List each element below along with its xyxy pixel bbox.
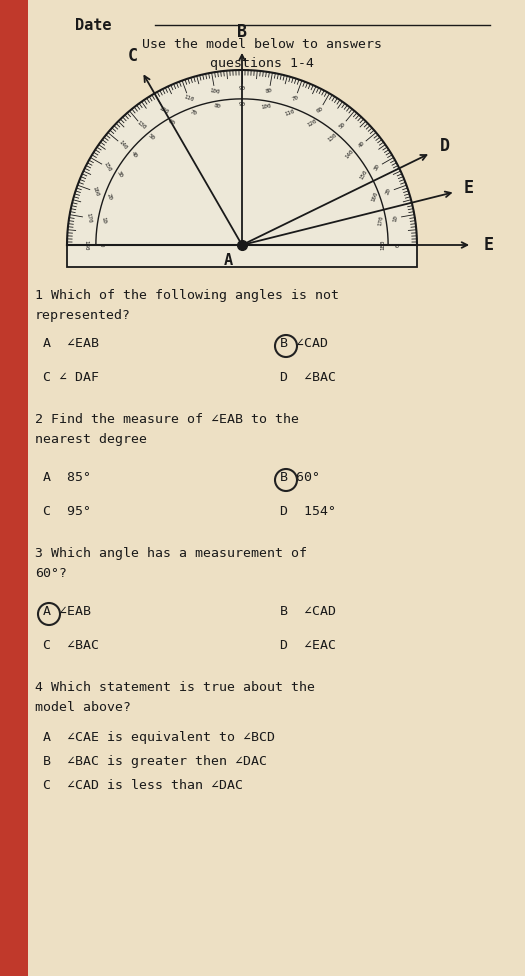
Text: 10: 10 <box>393 214 398 222</box>
Text: C ∠ DAF: C ∠ DAF <box>43 371 99 384</box>
Text: nearest degree: nearest degree <box>35 433 147 446</box>
Text: 0: 0 <box>395 243 401 247</box>
Text: questions 1-4: questions 1-4 <box>210 57 314 70</box>
Text: 50: 50 <box>147 133 155 142</box>
Text: 30: 30 <box>116 170 124 179</box>
Text: C  ∠CAD is less than ∠DAC: C ∠CAD is less than ∠DAC <box>43 779 243 792</box>
Text: 140: 140 <box>117 140 128 150</box>
Text: 160: 160 <box>91 185 100 197</box>
Text: E: E <box>464 180 474 197</box>
Text: B  ∠CAD: B ∠CAD <box>280 605 336 618</box>
Text: 60: 60 <box>316 106 324 114</box>
Text: 40: 40 <box>358 141 366 149</box>
Text: 2 Find the measure of ∠EAB to the: 2 Find the measure of ∠EAB to the <box>35 413 299 426</box>
Text: B 60°: B 60° <box>280 471 320 484</box>
Text: 20: 20 <box>385 187 392 196</box>
Text: 90: 90 <box>238 87 246 92</box>
Text: 1 Which of the following angles is not: 1 Which of the following angles is not <box>35 289 339 302</box>
Text: 20: 20 <box>106 192 113 201</box>
Text: 30: 30 <box>373 163 381 171</box>
Text: Use the model below to answers: Use the model below to answers <box>142 38 382 51</box>
Text: 100: 100 <box>261 102 272 109</box>
Text: 10: 10 <box>100 217 106 224</box>
Text: 3 Which angle has a measurement of: 3 Which angle has a measurement of <box>35 547 307 560</box>
Text: A ∠EAB: A ∠EAB <box>43 605 91 618</box>
Text: 80: 80 <box>214 103 222 109</box>
Text: 70: 70 <box>291 95 299 102</box>
Text: B: B <box>237 23 247 41</box>
Text: 170: 170 <box>377 215 384 226</box>
Text: 160: 160 <box>370 191 379 203</box>
Text: model above?: model above? <box>35 701 131 714</box>
Text: C: C <box>128 47 138 65</box>
Text: A  ∠CAE is equivalent to ∠BCD: A ∠CAE is equivalent to ∠BCD <box>43 731 275 744</box>
Text: 70: 70 <box>190 109 198 116</box>
Text: 100: 100 <box>209 88 220 95</box>
Text: A  85°: A 85° <box>43 471 91 484</box>
Bar <box>0 0 28 976</box>
Text: represented?: represented? <box>35 309 131 322</box>
Text: D  ∠BAC: D ∠BAC <box>280 371 336 384</box>
Text: 150: 150 <box>102 161 112 173</box>
Text: E: E <box>484 236 494 254</box>
Text: 180: 180 <box>381 240 385 250</box>
Bar <box>67 245 417 267</box>
Text: 110: 110 <box>183 95 194 102</box>
Text: A  ∠EAB: A ∠EAB <box>43 337 99 350</box>
Text: 40: 40 <box>130 150 138 159</box>
Text: 50: 50 <box>338 121 347 130</box>
Text: 60: 60 <box>167 119 176 127</box>
Text: 170: 170 <box>85 213 92 224</box>
Text: D  ∠EAC: D ∠EAC <box>280 639 336 652</box>
Text: 140: 140 <box>345 148 355 160</box>
Text: D: D <box>440 137 450 155</box>
Text: 180: 180 <box>83 240 89 250</box>
Text: 0: 0 <box>99 243 103 247</box>
Text: 130: 130 <box>136 120 148 131</box>
Text: C  ∠BAC: C ∠BAC <box>43 639 99 652</box>
Polygon shape <box>67 70 417 245</box>
Text: A: A <box>224 253 233 268</box>
Text: D  154°: D 154° <box>280 505 336 518</box>
Text: 90: 90 <box>238 102 246 106</box>
Text: 130: 130 <box>327 132 338 142</box>
Text: 60°?: 60°? <box>35 567 67 580</box>
Text: C  95°: C 95° <box>43 505 91 518</box>
Text: 120: 120 <box>307 118 318 128</box>
Text: 120: 120 <box>158 105 170 115</box>
Text: B  ∠BAC is greater then ∠DAC: B ∠BAC is greater then ∠DAC <box>43 755 267 768</box>
Text: 4 Which statement is true about the: 4 Which statement is true about the <box>35 681 315 694</box>
Text: 110: 110 <box>285 108 296 117</box>
Text: Date: Date <box>75 18 111 33</box>
Text: B ∠CAD: B ∠CAD <box>280 337 328 350</box>
Text: 80: 80 <box>265 88 273 95</box>
Text: 150: 150 <box>359 169 369 181</box>
